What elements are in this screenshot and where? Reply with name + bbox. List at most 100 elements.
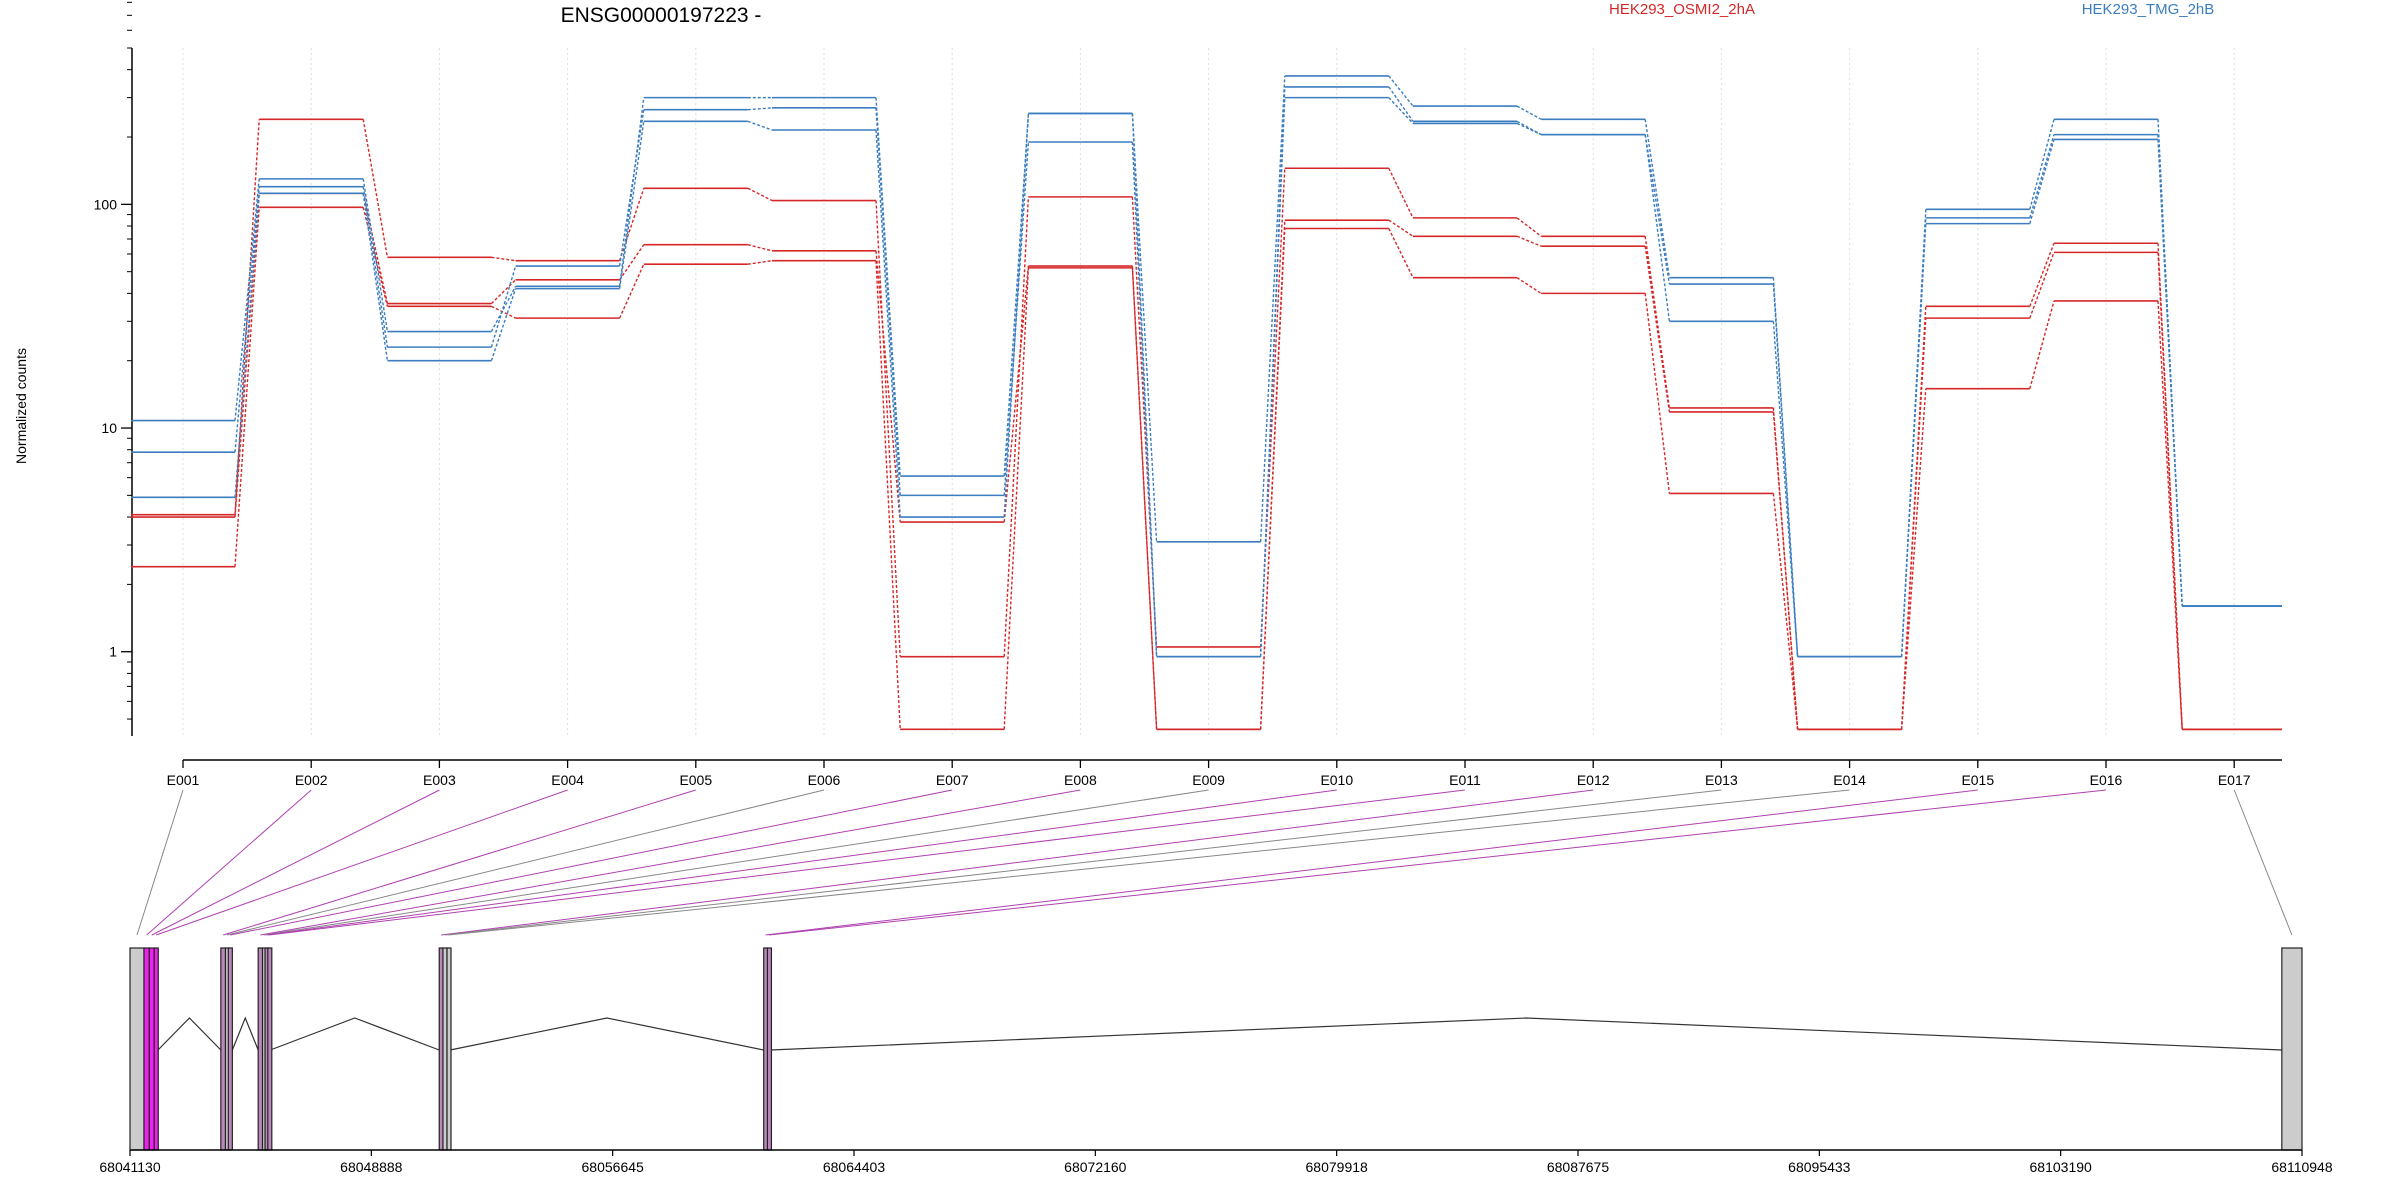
connector-E005 — [223, 789, 696, 936]
intron-line — [270, 1017, 440, 1051]
x-tick-label-E015: E015 — [1961, 772, 1994, 788]
x-tick-label-E017: E017 — [2218, 772, 2251, 788]
transition-E007 — [1003, 113, 1030, 518]
transition-E012 — [1644, 134, 1671, 322]
transition-E007 — [1003, 196, 1030, 657]
transition-E003 — [490, 265, 517, 348]
transition-E015 — [2029, 139, 2055, 224]
transition-E007 — [1003, 113, 1030, 477]
transition-E012 — [1644, 246, 1671, 413]
transition-E001 — [234, 207, 260, 567]
transition-E014 — [1900, 388, 1927, 730]
intron-line — [157, 1017, 222, 1051]
x-tick-label-E003: E003 — [423, 772, 456, 788]
exon-box-E008 — [257, 947, 264, 1151]
x-tick-label-E001: E001 — [167, 772, 200, 788]
series-3 — [131, 206, 2282, 731]
coordinate-tick-label: 68064403 — [823, 1159, 886, 1175]
transition-E011 — [1516, 105, 1542, 120]
y-tick-label: 100 — [94, 196, 118, 212]
connector-E012 — [441, 789, 1594, 936]
x-tick-label-E006: E006 — [808, 772, 841, 788]
y-axis: 1 10 100 — [94, 1, 133, 736]
transition-E010 — [1388, 75, 1414, 107]
transition-E013 — [1772, 321, 1799, 657]
transition-E003 — [491, 256, 516, 262]
x-tick-label-E016: E016 — [2090, 772, 2123, 788]
legend-entry-osmi2: HEK293_OSMI2_2hA — [1609, 1, 1755, 18]
x-tick-label-E013: E013 — [1705, 772, 1738, 788]
transition-E016 — [2157, 252, 2183, 730]
connector-E017 — [2233, 789, 2293, 936]
transition-E010 — [1388, 86, 1414, 122]
coordinate-tick-label: 68048888 — [340, 1159, 403, 1175]
transition-E014 — [1900, 318, 1927, 730]
coordinate-tick-label: 68095433 — [1788, 1159, 1851, 1175]
transition-E016 — [2157, 139, 2183, 607]
transition-E011 — [1516, 217, 1542, 237]
y-tick-label: 1 — [109, 644, 117, 660]
y-axis-label: Normalized counts — [13, 348, 29, 464]
transition-E006 — [875, 250, 901, 523]
transition-E009 — [1259, 228, 1286, 730]
exon-box-E001 — [129, 947, 145, 1151]
x-tick-label-E002: E002 — [295, 772, 328, 788]
connector-E016 — [768, 789, 2107, 936]
x-tick-label-E014: E014 — [1833, 772, 1866, 788]
exon-box-E011 — [267, 947, 273, 1151]
series-1 — [131, 118, 2282, 731]
transition-E009 — [1259, 97, 1286, 657]
transition-E004 — [618, 109, 645, 267]
transition-E005 — [747, 244, 773, 252]
transition-E002 — [362, 178, 389, 332]
coordinate-tick-label: 68041130 — [99, 1159, 160, 1175]
transition-E013 — [1772, 411, 1799, 730]
exon-box-E005 — [220, 947, 227, 1151]
transition-E010 — [1388, 97, 1414, 124]
connector-E003 — [151, 789, 440, 936]
transition-E007 — [1003, 265, 1030, 523]
transition-E016 — [2157, 300, 2183, 730]
genomic-coordinate-axis: 68041130 68048888 68056645 68064403 68072160… — [99, 1149, 2333, 1175]
y-tick-label: 10 — [101, 420, 117, 436]
intron-line — [231, 1016, 259, 1051]
x-tick-label-E008: E008 — [1064, 772, 1097, 788]
transition-E008 — [1131, 113, 1158, 657]
series-5 — [131, 86, 2282, 658]
transition-E013 — [1772, 493, 1799, 730]
exon-box-E002 — [143, 947, 150, 1151]
connector-E004 — [155, 789, 568, 936]
series-2 — [131, 192, 2282, 731]
x-tick-label-E005: E005 — [679, 772, 712, 788]
connector-E008 — [260, 789, 1081, 936]
x-tick-label-E007: E007 — [936, 772, 969, 788]
x-tick-label-E009: E009 — [1192, 772, 1225, 788]
transition-E012 — [1644, 236, 1671, 409]
connector-E011 — [268, 789, 1466, 936]
transition-E010 — [1388, 167, 1414, 219]
connector-E014 — [448, 789, 1850, 936]
transition-E005 — [747, 120, 773, 131]
x-tick-label-E012: E012 — [1577, 772, 1610, 788]
transition-E014 — [1900, 223, 1927, 657]
connector-E015 — [765, 789, 1978, 936]
exon-box-E007 — [227, 947, 233, 1151]
transition-E004 — [619, 244, 645, 281]
x-tick-label-E011: E011 — [1449, 772, 1481, 788]
transition-E004 — [618, 121, 645, 289]
legend-entry-tmg: HEK293_TMG_2hB — [2082, 1, 2215, 18]
transition-E006 — [875, 200, 901, 657]
exon-connector-layer — [136, 789, 2293, 936]
grid-layer — [182, 48, 2235, 736]
transition-E015 — [2029, 252, 2055, 319]
transition-E012 — [1644, 293, 1671, 494]
transition-E008 — [1131, 267, 1158, 730]
series-4 — [131, 75, 2282, 658]
x-tick-label-E004: E004 — [551, 772, 584, 788]
transition-E001 — [234, 186, 260, 453]
transition-E015 — [2029, 300, 2055, 389]
transition-E001 — [234, 119, 260, 515]
transition-E011 — [1516, 122, 1542, 136]
transition-E002 — [362, 193, 389, 361]
